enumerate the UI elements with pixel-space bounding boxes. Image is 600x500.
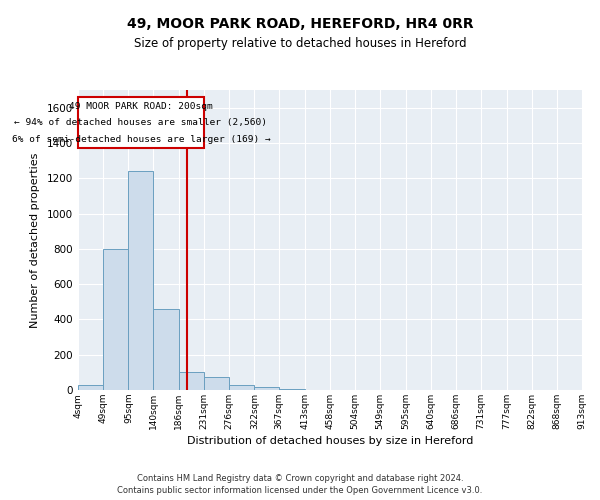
Text: Contains HM Land Registry data © Crown copyright and database right 2024.: Contains HM Land Registry data © Crown c… <box>137 474 463 483</box>
Text: 49, MOOR PARK ROAD, HEREFORD, HR4 0RR: 49, MOOR PARK ROAD, HEREFORD, HR4 0RR <box>127 18 473 32</box>
Bar <box>279 389 305 390</box>
Bar <box>78 97 204 148</box>
Text: ← 94% of detached houses are smaller (2,560): ← 94% of detached houses are smaller (2,… <box>14 118 268 127</box>
Bar <box>254 388 279 390</box>
Bar <box>179 372 204 390</box>
Text: 6% of semi-detached houses are larger (169) →: 6% of semi-detached houses are larger (1… <box>11 134 271 143</box>
Text: Size of property relative to detached houses in Hereford: Size of property relative to detached ho… <box>134 38 466 51</box>
Bar <box>128 171 154 390</box>
Bar <box>229 384 254 390</box>
Bar <box>204 377 229 390</box>
Text: Contains public sector information licensed under the Open Government Licence v3: Contains public sector information licen… <box>118 486 482 495</box>
Bar <box>103 249 128 390</box>
Y-axis label: Number of detached properties: Number of detached properties <box>30 152 40 328</box>
X-axis label: Distribution of detached houses by size in Hereford: Distribution of detached houses by size … <box>187 436 473 446</box>
Bar <box>78 384 103 390</box>
Text: 49 MOOR PARK ROAD: 200sqm: 49 MOOR PARK ROAD: 200sqm <box>69 102 213 111</box>
Bar <box>154 309 179 390</box>
